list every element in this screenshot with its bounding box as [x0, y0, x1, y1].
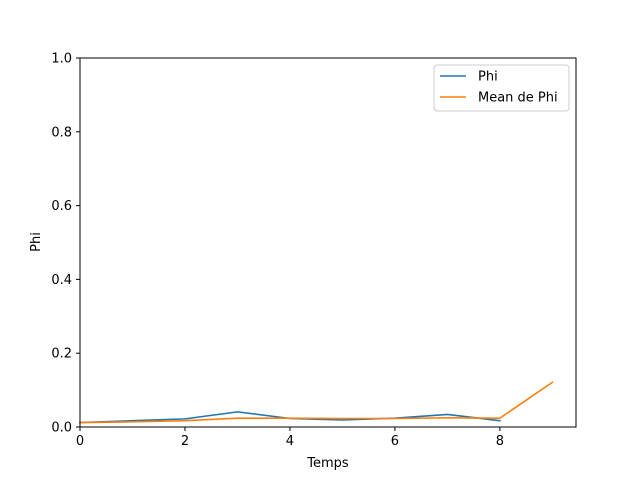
- x-tick-label: 2: [181, 434, 189, 449]
- y-tick-label: 1.0: [51, 52, 72, 67]
- legend-label: Phi: [478, 70, 498, 85]
- x-axis-ticks: 0 2 4 6 8: [76, 427, 504, 449]
- x-tick-label: 6: [391, 434, 399, 449]
- y-tick-label: 0.2: [51, 347, 72, 362]
- x-tick-label: 0: [76, 434, 84, 449]
- legend: Phi Mean de Phi: [433, 64, 570, 112]
- y-tick-label: 0.4: [51, 273, 72, 288]
- legend-label: Mean de Phi: [478, 91, 558, 106]
- x-tick-label: 8: [496, 434, 504, 449]
- axes-frame: [79, 57, 577, 428]
- legend-box: [433, 64, 570, 112]
- x-tick-label: 4: [286, 434, 294, 449]
- y-tick-label: 0.8: [51, 125, 72, 140]
- y-axis-label: Phi: [29, 232, 44, 252]
- y-axis-ticks: 0.0 0.2 0.4 0.6 0.8 1.0: [51, 52, 80, 436]
- y-tick-label: 0.6: [51, 199, 72, 214]
- series-line-2: [79, 381, 554, 424]
- y-tick-label: 0.0: [51, 421, 72, 436]
- plot-area: [79, 381, 554, 424]
- axes: [79, 57, 577, 428]
- x-axis-label: Temps: [306, 456, 349, 471]
